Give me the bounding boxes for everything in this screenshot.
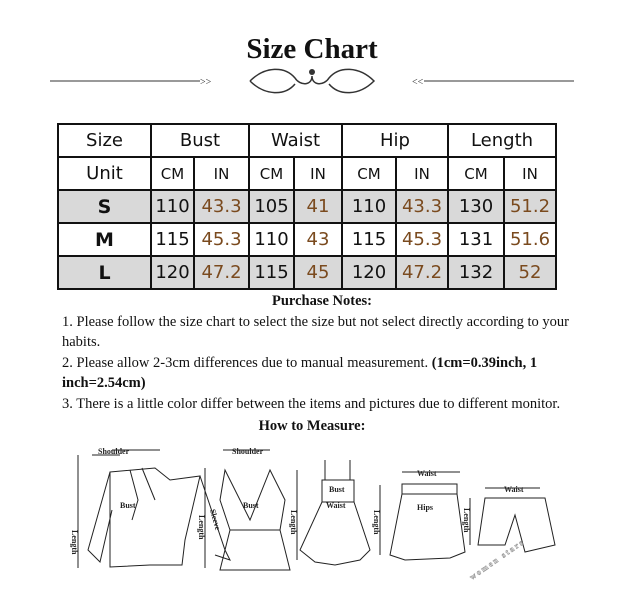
measurement-diagrams: Shoulder Bust Sleeve Length Shoulder Bus…	[70, 447, 556, 582]
unit-cell: IN	[193, 156, 250, 191]
value-cell: 115	[341, 222, 397, 257]
label-length-tank: Length	[197, 515, 206, 540]
unit-cell: IN	[503, 156, 557, 191]
label-sleeve: Sleeve	[208, 508, 222, 531]
value-cell: 43	[293, 222, 343, 257]
table-row: M 115 45.3 110 43 115 45.3 131 51.6	[57, 222, 557, 257]
header-waist: Waist	[248, 123, 343, 158]
unit-label: Unit	[57, 156, 152, 191]
unit-cell: CM	[248, 156, 295, 191]
table-header-row: Size Bust Waist Hip Length	[57, 123, 557, 158]
value-cell: 47.2	[193, 255, 250, 290]
header-hip: Hip	[341, 123, 449, 158]
shorts-diagram-icon	[469, 487, 556, 553]
svg-text:>>: >>	[200, 77, 212, 88]
table-row: S 110 43.3 105 41 110 43.3 130 51.2	[57, 189, 557, 224]
watermark: women stars	[468, 537, 526, 582]
note-3: 3. There is a little color differ betwee…	[62, 395, 561, 412]
size-cell: S	[57, 189, 152, 224]
value-cell: 41	[293, 189, 343, 224]
value-cell: 105	[248, 189, 295, 224]
notes-heading: Purchase Notes:	[271, 293, 372, 309]
value-cell: 43.3	[395, 189, 449, 224]
size-table: Size Bust Waist Hip Length Unit CM IN CM…	[57, 123, 557, 290]
dress-diagram-icon	[296, 460, 371, 566]
label-waist-skirt: Waist	[417, 469, 437, 478]
value-cell: 45	[293, 255, 343, 290]
label-length-dress: Length	[289, 510, 298, 535]
size-cell: M	[57, 222, 152, 257]
note-2: 2. Please allow 2-3cm differences due to…	[62, 353, 582, 394]
value-cell: 120	[150, 255, 195, 290]
unit-cell: CM	[447, 156, 505, 191]
tank-top-diagram-icon	[204, 449, 291, 571]
label-bust: Bust	[120, 501, 136, 510]
value-cell: 52	[503, 255, 557, 290]
value-cell: 115	[248, 255, 295, 290]
note-1: 1. Please follow the size chart to selec…	[62, 313, 569, 351]
note-2-conversion: (1cm=0.39inch, 1 inch=2.54cm)	[62, 354, 538, 392]
label-bust-tank: Bust	[243, 501, 259, 510]
label-bust-dress: Bust	[329, 485, 345, 494]
value-cell: 131	[447, 222, 505, 257]
value-cell: 130	[447, 189, 505, 224]
label-waist-dress: Waist	[326, 501, 346, 510]
value-cell: 120	[341, 255, 397, 290]
table-row: L 120 47.2 115 45 120 47.2 132 52	[57, 255, 557, 290]
unit-cell: CM	[341, 156, 397, 191]
value-cell: 110	[150, 189, 195, 224]
label-hips: Hips	[417, 503, 433, 512]
value-cell: 132	[447, 255, 505, 290]
label-length-shorts: Length	[462, 508, 471, 533]
value-cell: 43.3	[193, 189, 250, 224]
label-waist-shorts: Waist	[504, 485, 524, 494]
label-shoulder-tank: Shoulder	[232, 447, 264, 456]
value-cell: 51.2	[503, 189, 557, 224]
header-size: Size	[57, 123, 152, 158]
how-to-measure-heading: How to Measure:	[258, 418, 366, 434]
page-title: Size Chart	[246, 33, 378, 65]
ornament-divider-icon: >> <<	[50, 68, 574, 94]
label-shoulder: Shoulder	[98, 447, 130, 456]
value-cell: 115	[150, 222, 195, 257]
skirt-diagram-icon	[379, 471, 466, 561]
svg-text:<<: <<	[412, 77, 424, 88]
purchase-notes: Purchase Notes: 1. Please follow the siz…	[62, 291, 582, 414]
value-cell: 51.6	[503, 222, 557, 257]
label-length-skirt: Length	[372, 510, 381, 535]
shirt-diagram-icon	[77, 449, 231, 568]
unit-row: Unit CM IN CM IN CM IN CM IN	[57, 156, 557, 191]
value-cell: 110	[341, 189, 397, 224]
value-cell: 45.3	[193, 222, 250, 257]
value-cell: 45.3	[395, 222, 449, 257]
unit-cell: CM	[150, 156, 195, 191]
value-cell: 110	[248, 222, 295, 257]
header-bust: Bust	[150, 123, 250, 158]
value-cell: 47.2	[395, 255, 449, 290]
unit-cell: IN	[395, 156, 449, 191]
note-2-text: 2. Please allow 2-3cm differences due to…	[62, 354, 429, 371]
size-cell: L	[57, 255, 152, 290]
unit-cell: IN	[293, 156, 343, 191]
header-length: Length	[447, 123, 557, 158]
label-length: Length	[70, 530, 79, 555]
